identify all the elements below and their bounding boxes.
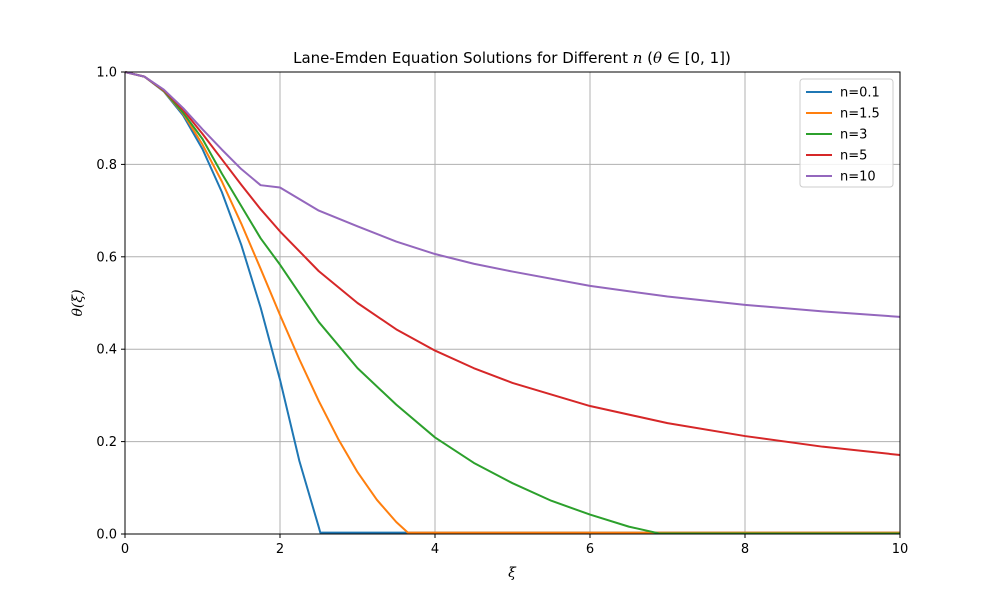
x-tick-label: 8 bbox=[741, 542, 749, 557]
y-ticks: 0.0 0.2 0.4 0.6 0.8 1.0 bbox=[96, 66, 125, 543]
legend-label-n-0-1: n=0.1 bbox=[840, 86, 880, 101]
y-tick-label: 0.6 bbox=[96, 250, 117, 265]
y-tick-label: 0.2 bbox=[96, 435, 117, 450]
legend-label-n-5: n=5 bbox=[840, 149, 867, 164]
chart-title-main: Lane-Emden Equation Solutions for Differ… bbox=[293, 49, 633, 67]
plot-frame bbox=[124, 71, 901, 535]
x-axis-label: ξ bbox=[508, 565, 517, 581]
chart-title: Lane-Emden Equation Solutions for Differ… bbox=[293, 49, 731, 67]
chart-title-range-close: ∈ [0, 1]) bbox=[662, 49, 731, 67]
y-tick-label: 0.0 bbox=[96, 528, 117, 543]
legend-label-n-1-5: n=1.5 bbox=[840, 107, 880, 122]
x-tick-label: 0 bbox=[121, 542, 129, 557]
y-tick-label: 0.4 bbox=[96, 343, 117, 358]
y-axis-label: θ(ξ) bbox=[70, 289, 86, 316]
series-line-n-5 bbox=[124, 71, 901, 456]
x-tick-label: 10 bbox=[892, 542, 909, 557]
chart-title-theta: θ bbox=[653, 49, 662, 67]
chart-title-range-open: ( bbox=[642, 49, 653, 67]
x-ticks: 0 2 4 6 8 10 bbox=[121, 534, 908, 557]
chart-title-variable: n bbox=[633, 49, 643, 67]
x-tick-label: 4 bbox=[431, 542, 439, 557]
legend: n=0.1 n=1.5 n=3 n=5 n=10 bbox=[799, 78, 894, 188]
series-line-n-10 bbox=[124, 71, 901, 318]
legend-box bbox=[799, 78, 894, 188]
x-tick-label: 2 bbox=[276, 542, 284, 557]
legend-label-n-3: n=3 bbox=[840, 128, 867, 143]
y-tick-label: 0.8 bbox=[96, 158, 117, 173]
x-tick-label: 6 bbox=[586, 542, 594, 557]
y-tick-label: 1.0 bbox=[96, 66, 117, 81]
legend-label-n-10: n=10 bbox=[840, 170, 876, 185]
series-line-n-1-5 bbox=[124, 71, 900, 534]
